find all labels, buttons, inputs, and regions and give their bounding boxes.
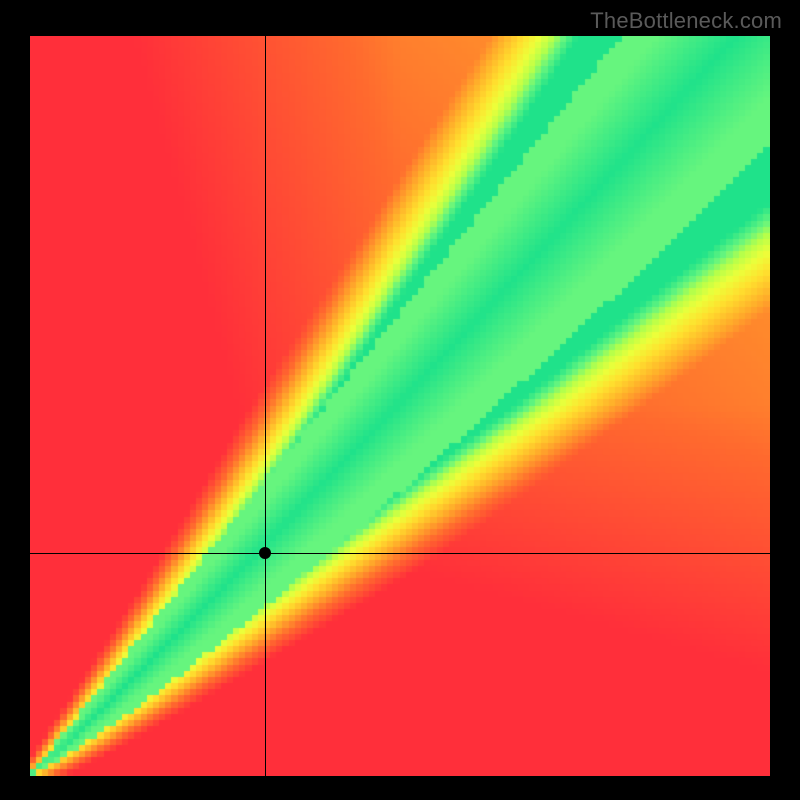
- chart-container: TheBottleneck.com: [0, 0, 800, 800]
- heatmap-canvas: [30, 36, 770, 776]
- plot-area: [30, 36, 770, 776]
- watermark-text: TheBottleneck.com: [590, 8, 782, 34]
